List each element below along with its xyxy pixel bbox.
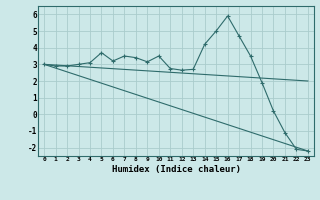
X-axis label: Humidex (Indice chaleur): Humidex (Indice chaleur) bbox=[111, 165, 241, 174]
